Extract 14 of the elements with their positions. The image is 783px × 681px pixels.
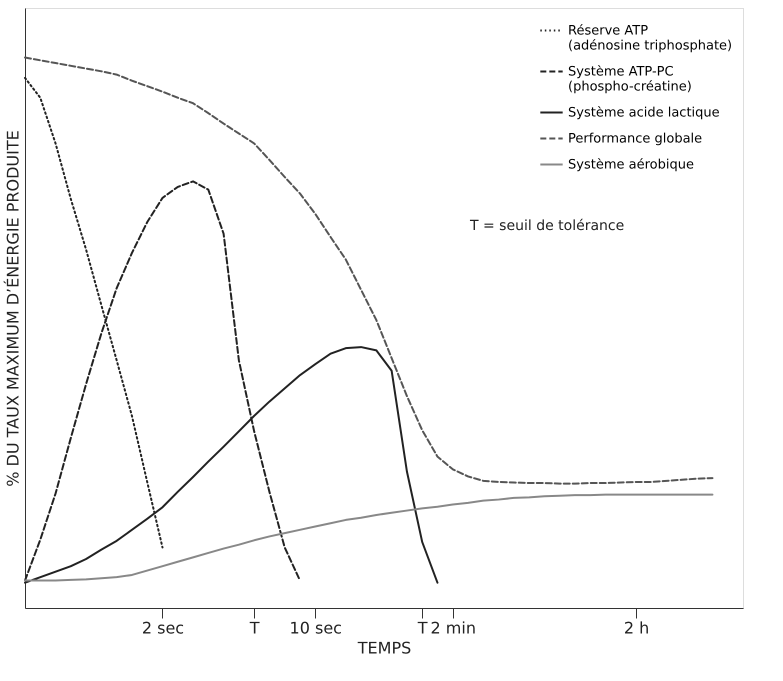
annotation: T = seuil de tolérance (469, 218, 624, 234)
x-axis-title: TEMPS (356, 638, 412, 658)
x-tick-label: T (248, 618, 260, 638)
x-tick-label: 2 min (430, 618, 476, 638)
legend-label: Système aérobique (568, 158, 694, 172)
legend-label: Performance globale (568, 132, 702, 146)
x-tick-label: 10 sec (290, 618, 342, 638)
legend-label: Système ATP-PC (phospho-créatine) (568, 64, 692, 94)
x-tick-label: 2 sec (142, 618, 184, 638)
legend-label: Réserve ATP (adénosine triphosphate) (568, 24, 732, 54)
x-tick-label: T (416, 618, 428, 638)
legend-label: Système acide lactique (568, 106, 720, 120)
x-tick-label: 2 h (624, 618, 650, 638)
y-axis-title: % DU TAUX MAXIMUM D’ÉNERGIE PRODUITE (4, 130, 22, 487)
